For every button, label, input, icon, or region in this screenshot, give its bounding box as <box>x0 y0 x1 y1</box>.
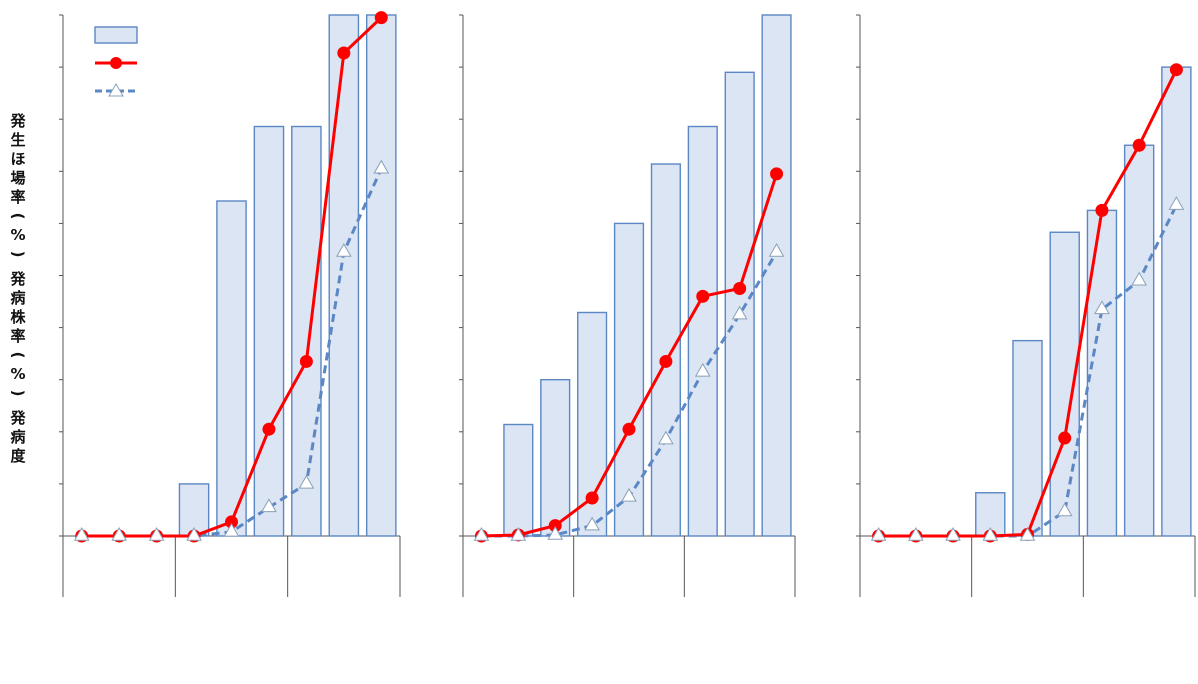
bar <box>503 423 534 537</box>
severity-point <box>907 526 924 541</box>
severity-point <box>870 526 887 541</box>
bar <box>1123 144 1155 537</box>
severity-point <box>148 526 165 541</box>
chart-panel-2019 <box>59 11 401 597</box>
legend <box>94 26 138 97</box>
y-axis-label-char: 病 <box>10 289 25 307</box>
incidence-point <box>548 519 562 533</box>
severity-point <box>982 526 999 541</box>
severity-point <box>584 516 600 531</box>
incidence-point <box>733 282 747 296</box>
bar <box>365 14 397 537</box>
severity-point <box>945 526 961 541</box>
bar <box>328 14 360 537</box>
incidence-point <box>337 46 351 60</box>
bar <box>761 14 792 537</box>
bar <box>291 125 322 537</box>
severity-point <box>298 474 315 489</box>
y-axis-label-char: ) <box>9 251 27 258</box>
y-axis-label-char: ( <box>9 213 27 220</box>
incidence-point <box>659 354 673 368</box>
bar <box>216 200 247 537</box>
severity-point <box>335 243 352 257</box>
bar <box>1161 66 1192 537</box>
severity-point <box>1168 196 1185 210</box>
bar <box>253 125 285 537</box>
bar <box>540 379 571 537</box>
y-axis-label-char: 発 <box>9 409 26 427</box>
severity-point <box>1094 300 1110 315</box>
y-axis-label-char: % <box>10 365 25 383</box>
severity-point <box>621 487 637 502</box>
incidence-point <box>696 289 710 303</box>
incidence-point <box>1132 138 1146 152</box>
bar <box>650 163 681 537</box>
severity-point <box>768 243 785 257</box>
y-axis-label-char: 率 <box>10 327 25 345</box>
severity-point <box>547 525 564 540</box>
incidence-point <box>622 422 636 436</box>
severity-point <box>73 526 90 541</box>
y-axis-label-char: 株 <box>10 308 26 326</box>
y-axis-label-char: 率 <box>10 188 25 206</box>
incidence-point <box>1169 63 1183 77</box>
severity-point <box>658 430 674 445</box>
bar <box>724 71 755 537</box>
legend-swatch-marker <box>110 57 122 69</box>
severity-point <box>261 498 277 513</box>
legend-swatch-triangle <box>108 83 124 97</box>
incidence-point <box>1058 431 1072 445</box>
bar <box>1086 209 1118 537</box>
incidence-point <box>299 354 313 368</box>
severity-point <box>1019 526 1036 541</box>
y-axis-label-char: % <box>10 226 25 244</box>
severity-point <box>694 362 711 377</box>
incidence-point <box>770 167 784 181</box>
severity-point <box>473 526 490 541</box>
y-axis-label-char: 発 <box>9 270 26 288</box>
legend-swatch-bar <box>94 26 138 44</box>
severity-point <box>223 522 240 537</box>
chart-panel-2017 <box>856 14 1196 597</box>
y-axis-label-char: 病 <box>10 428 25 446</box>
incidence-point <box>1095 203 1109 217</box>
incidence-point <box>585 491 599 505</box>
severity-point <box>1131 271 1148 286</box>
severity-point <box>510 526 527 541</box>
incidence-point <box>262 422 276 436</box>
y-axis-label-char: ) <box>9 390 27 397</box>
y-axis-label-char: 度 <box>10 447 26 465</box>
severity-point <box>373 159 390 174</box>
chart-panel-2018 <box>459 14 796 597</box>
y-axis-label-char: 場 <box>10 169 25 187</box>
severity-point <box>731 305 748 320</box>
incidence-point <box>374 11 388 25</box>
y-axis-label-char: 発 <box>9 112 26 130</box>
severity-point <box>111 526 128 541</box>
incidence-point <box>225 515 238 529</box>
severity-point <box>1056 502 1073 517</box>
severity-point <box>186 526 202 541</box>
bar <box>687 125 718 537</box>
bar <box>1012 339 1043 537</box>
y-axis-label-char: ( <box>9 352 27 359</box>
y-axis-label-char: 生 <box>10 131 25 149</box>
y-axis-label-char: ほ <box>10 150 25 168</box>
